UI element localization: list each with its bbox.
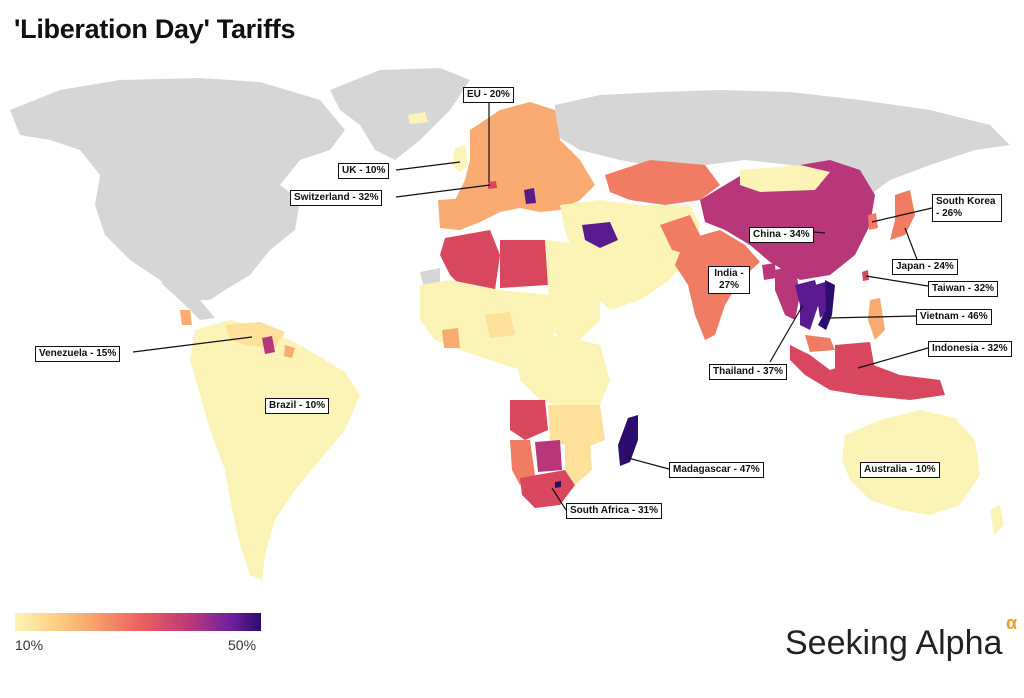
central-africa <box>515 335 610 410</box>
lesotho <box>555 481 561 488</box>
china <box>700 160 875 280</box>
mongolia <box>740 165 830 192</box>
syria-iraq <box>582 222 618 248</box>
legend-color-scale <box>15 613 261 631</box>
label-india: India - 27% <box>708 266 750 294</box>
borneo <box>835 342 875 380</box>
ivory-coast <box>442 328 460 348</box>
label-vietnam: Vietnam - 46% <box>916 309 992 325</box>
brand-logo-text: Seeking Alpha <box>785 624 1003 662</box>
label-venezuela: Venezuela - 15% <box>35 346 121 362</box>
philippines <box>868 298 885 340</box>
guyana <box>262 336 275 354</box>
botswana <box>535 440 562 472</box>
legend-max-label: 50% <box>228 637 257 653</box>
new-zealand <box>990 505 1004 535</box>
namibia <box>510 440 535 485</box>
north-america <box>10 78 345 300</box>
bangladesh <box>762 263 776 280</box>
iberia <box>438 198 475 230</box>
uk <box>452 145 468 172</box>
label-switzerland: Switzerland - 32% <box>290 190 383 206</box>
label-brazil: Brazil - 10% <box>265 398 330 414</box>
south-africa <box>520 470 575 508</box>
thailand <box>795 280 820 330</box>
egypt-sudan <box>545 240 600 345</box>
label-china: China - 34% <box>749 227 814 243</box>
angola <box>510 400 548 440</box>
caribbean-spot <box>180 310 192 325</box>
label-taiwan: Taiwan - 32% <box>928 281 999 297</box>
myanmar <box>775 265 800 320</box>
label-thailand: Thailand - 37% <box>709 364 788 380</box>
brand-alpha-icon: α <box>1006 613 1018 633</box>
label-japan: Japan - 24% <box>892 259 958 275</box>
label-south-africa: South Africa - 31% <box>566 503 662 519</box>
iceland <box>408 112 428 124</box>
malaysia <box>805 335 835 352</box>
central-america <box>160 282 215 320</box>
zambia-region <box>548 405 605 450</box>
greenland <box>330 68 470 160</box>
label-australia: Australia - 10% <box>860 462 940 478</box>
balkans <box>524 188 536 204</box>
label-south-korea: South Korea - 26% <box>932 194 1002 222</box>
europe <box>440 102 595 230</box>
label-madagascar: Madagascar - 47% <box>669 462 764 478</box>
mozambique <box>565 440 592 485</box>
switzerland <box>488 181 497 189</box>
suriname <box>284 345 295 358</box>
algeria <box>440 230 500 295</box>
label-indonesia: Indonesia - 32% <box>928 341 1012 357</box>
label-uk: UK - 10% <box>338 163 390 179</box>
kazakhstan <box>605 160 720 205</box>
label-eu: EU - 20% <box>463 87 514 103</box>
map-title: 'Liberation Day' Tariffs <box>14 14 296 44</box>
nigeria-region <box>485 312 515 338</box>
taiwan <box>862 270 869 281</box>
madagascar <box>618 415 638 466</box>
russia <box>555 90 1010 195</box>
legend-min-label: 10% <box>15 637 44 653</box>
libya <box>500 240 548 288</box>
south-america <box>190 320 360 580</box>
